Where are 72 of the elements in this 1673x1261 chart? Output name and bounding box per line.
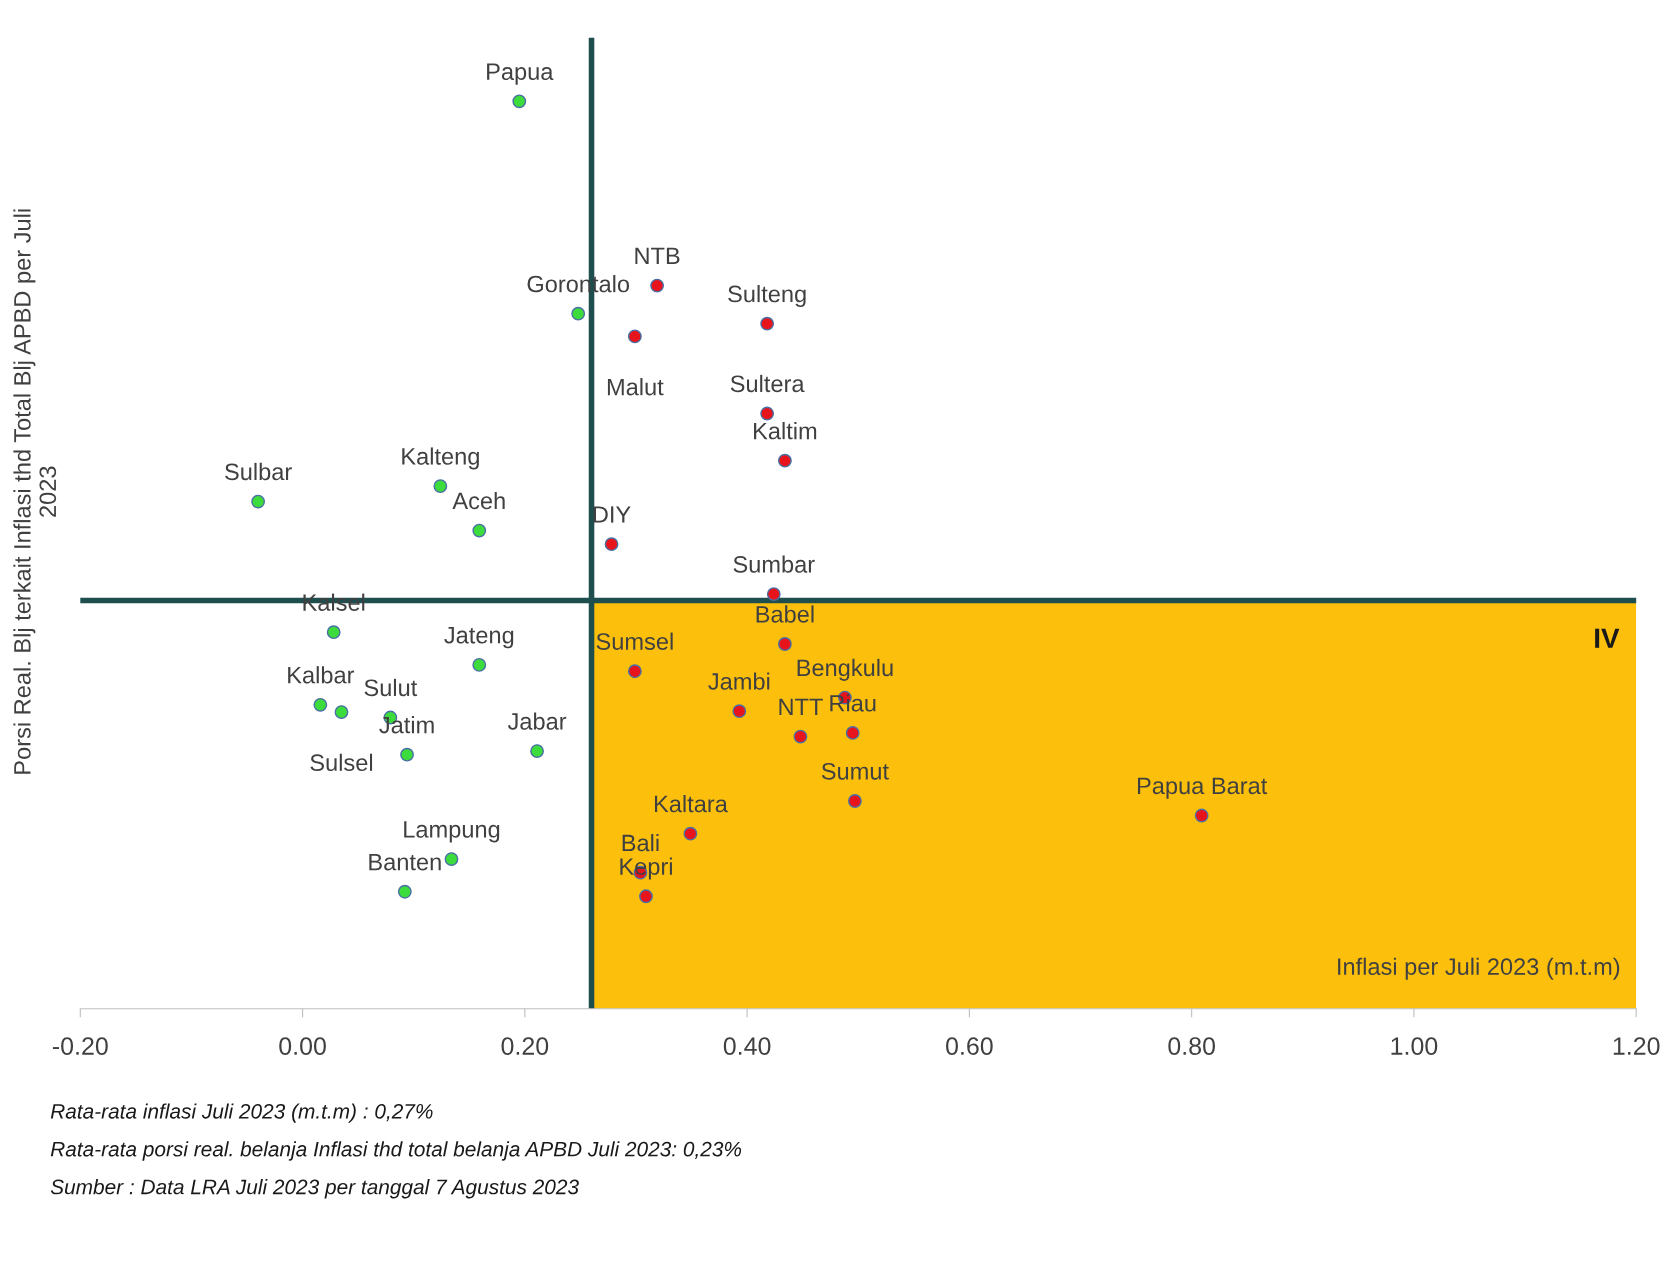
annotation: Papua bbox=[487, 63, 554, 85]
text: Rata-rata porsi real. belanja Inflasi thd total belanja APBD Juli 2023: 0,23% bbox=[50, 1141, 742, 1161]
x-tick-label: 0.00 bbox=[279, 1037, 326, 1055]
point bbox=[444, 852, 459, 866]
y-axis-title: Porsi Real. Blj terkait Inflasi thd Total Blj APBD per Juli 2023 bbox=[13, 209, 57, 774]
annotation: NTT bbox=[779, 698, 823, 715]
annotation: Jatim bbox=[379, 716, 434, 734]
annotation: Sumbar bbox=[733, 555, 815, 573]
annotation: Malut bbox=[607, 378, 664, 396]
annotation: Kaltara bbox=[654, 794, 728, 813]
annotation: Sumsel bbox=[596, 632, 673, 650]
point bbox=[848, 794, 862, 808]
x-tick-label: 0.40 bbox=[723, 1037, 771, 1055]
point bbox=[433, 479, 448, 494]
annotation: Jambi bbox=[708, 672, 770, 690]
annotation: Sulsel bbox=[310, 753, 373, 772]
x-tick-label: -0.20 bbox=[52, 1037, 108, 1055]
point bbox=[1194, 808, 1209, 823]
point bbox=[472, 523, 487, 538]
x-tick-label: 1.00 bbox=[1391, 1037, 1438, 1055]
point bbox=[777, 637, 792, 651]
point bbox=[845, 726, 860, 740]
annotation: Sulut bbox=[364, 678, 418, 697]
text: Rata-rata inflasi Juli 2023 (m.t.m) : 0,27% bbox=[50, 1103, 433, 1123]
annotation: Babel bbox=[756, 605, 814, 623]
point bbox=[683, 826, 698, 841]
annotation: Riau bbox=[830, 694, 876, 712]
point bbox=[472, 657, 487, 672]
annotation: Kalteng bbox=[402, 447, 479, 470]
annotation: Aceh bbox=[452, 491, 505, 510]
x-tick-label: 1.20 bbox=[1613, 1037, 1660, 1055]
point bbox=[793, 729, 808, 744]
annotation: NTB bbox=[635, 247, 680, 264]
point bbox=[397, 884, 412, 899]
x-tick-label: 0.20 bbox=[501, 1037, 549, 1055]
band-label: IV bbox=[1595, 628, 1620, 648]
point bbox=[251, 494, 266, 509]
annotation: Sulteng bbox=[728, 285, 806, 308]
point bbox=[777, 453, 792, 468]
point bbox=[639, 889, 653, 904]
point bbox=[650, 278, 665, 293]
annotation: Kepri bbox=[620, 857, 672, 880]
point bbox=[760, 316, 775, 331]
annotation: Banten bbox=[369, 853, 441, 871]
annotation: Bengkulu bbox=[797, 658, 893, 681]
text: Sumber : Data LRA Juli 2023 per tanggal 7 Agustus 2023 bbox=[50, 1179, 579, 1199]
annotation: Kaltim bbox=[754, 422, 817, 440]
point bbox=[530, 744, 544, 758]
point bbox=[766, 587, 781, 602]
annotation: Jabar bbox=[507, 712, 567, 730]
annotation: Jateng bbox=[444, 627, 514, 649]
x-axis-title: Inflasi per Juli 2023 (m.t.m) bbox=[1338, 957, 1620, 980]
annotation: Sumut bbox=[821, 762, 889, 780]
point bbox=[512, 94, 527, 109]
x-tick-label: 0.80 bbox=[1168, 1037, 1216, 1055]
point bbox=[627, 664, 642, 679]
point bbox=[627, 329, 642, 344]
point bbox=[334, 705, 349, 719]
annotation: Bali bbox=[622, 834, 659, 852]
annotation: Kalbar bbox=[288, 666, 355, 684]
x-tick-label: 0.60 bbox=[946, 1037, 993, 1055]
point bbox=[604, 537, 619, 552]
point bbox=[400, 747, 414, 762]
annotation: Lampung bbox=[404, 821, 500, 843]
point bbox=[313, 697, 328, 712]
annotation: Sultera bbox=[730, 374, 805, 393]
point bbox=[326, 625, 341, 640]
point bbox=[732, 704, 747, 719]
point bbox=[760, 406, 775, 421]
annotation: Papua Barat bbox=[1137, 777, 1268, 799]
point bbox=[571, 306, 586, 321]
annotation: Sulbar bbox=[225, 462, 292, 481]
